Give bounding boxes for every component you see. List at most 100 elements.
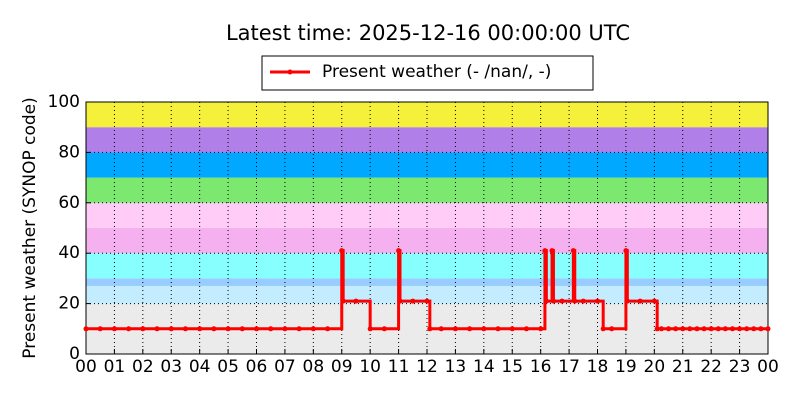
data-point	[765, 326, 771, 332]
y-tick-label: 0	[69, 344, 80, 364]
data-point	[543, 298, 549, 304]
x-tick-label: 16	[530, 357, 552, 377]
x-tick-label: 07	[274, 357, 296, 377]
data-point	[570, 248, 576, 254]
data-point	[658, 326, 664, 332]
data-point	[268, 326, 274, 332]
data-point	[538, 326, 544, 332]
x-tick-label: 09	[331, 357, 353, 377]
data-point	[140, 326, 146, 332]
data-point	[126, 326, 132, 332]
data-point	[353, 298, 359, 304]
x-tick-label: 15	[501, 357, 523, 377]
background-band	[86, 152, 768, 178]
data-point	[396, 248, 402, 254]
data-point	[154, 326, 160, 332]
data-point	[397, 298, 403, 304]
x-tick-label: 17	[558, 357, 580, 377]
data-point	[254, 326, 259, 332]
data-point	[381, 326, 387, 332]
x-tick-label: 11	[388, 357, 410, 377]
data-point	[666, 326, 672, 332]
legend-label: Present weather (- /nan/, -)	[322, 62, 551, 82]
data-point	[673, 326, 679, 332]
data-point	[701, 326, 707, 332]
data-point	[410, 298, 416, 304]
data-point	[722, 326, 728, 332]
data-point	[651, 298, 657, 304]
y-tick-label: 40	[58, 243, 80, 263]
x-tick-label: 00	[757, 357, 779, 377]
data-point	[424, 298, 430, 304]
x-tick-label: 22	[700, 357, 722, 377]
x-tick-label: 13	[445, 357, 467, 377]
data-point	[751, 326, 757, 332]
data-point	[367, 326, 373, 332]
data-point	[708, 326, 714, 332]
data-point	[559, 298, 565, 304]
data-point	[168, 326, 174, 332]
data-point	[758, 326, 764, 332]
x-tick-label: 04	[189, 357, 211, 377]
data-point	[111, 326, 117, 332]
data-point	[737, 326, 743, 332]
data-point	[729, 326, 735, 332]
x-tick-label: 08	[303, 357, 325, 377]
data-point	[600, 326, 606, 332]
data-point	[654, 326, 660, 332]
x-tick-label: 14	[473, 357, 495, 377]
x-tick-label: 18	[587, 357, 609, 377]
x-tick-label: 01	[104, 357, 126, 377]
data-point	[694, 326, 700, 332]
data-point	[549, 248, 555, 254]
y-axis-label: Present weather (SYNOP code)	[20, 97, 40, 358]
data-point	[609, 326, 615, 332]
data-point	[438, 326, 444, 332]
y-tick-label: 60	[58, 193, 80, 213]
data-point	[542, 248, 548, 254]
data-point	[182, 326, 188, 332]
data-point	[624, 298, 630, 304]
background-band	[86, 228, 768, 254]
data-point	[680, 326, 686, 332]
data-point	[239, 326, 245, 332]
data-point	[197, 326, 203, 332]
data-point	[687, 326, 693, 332]
data-point	[452, 326, 458, 332]
data-point	[467, 326, 473, 332]
y-tick-label: 80	[58, 142, 80, 162]
x-tick-label: 10	[359, 357, 381, 377]
data-point	[325, 326, 331, 332]
data-point	[310, 326, 316, 332]
data-point	[282, 326, 288, 332]
legend	[261, 55, 594, 91]
data-point	[340, 298, 346, 304]
data-point	[339, 248, 345, 254]
x-tick-label: 20	[644, 357, 666, 377]
data-point	[595, 298, 600, 304]
data-point	[623, 248, 629, 254]
data-point	[83, 326, 89, 332]
x-tick-label: 05	[217, 357, 239, 377]
data-point	[296, 326, 302, 332]
chart-title: Latest time: 2025-12-16 00:00:00 UTC	[226, 21, 630, 45]
x-tick-label: 02	[132, 357, 154, 377]
data-point	[715, 326, 721, 332]
data-point	[572, 298, 578, 304]
background-band	[86, 127, 768, 153]
data-point	[550, 298, 556, 304]
plot-frame	[85, 101, 769, 355]
data-point	[744, 326, 750, 332]
x-tick-label: 03	[160, 357, 182, 377]
x-tick-label: 21	[672, 357, 694, 377]
data-point	[427, 326, 433, 332]
x-tick-label: 00	[75, 357, 97, 377]
data-point	[97, 326, 103, 332]
data-point	[481, 326, 487, 332]
data-point	[495, 326, 501, 332]
x-tick-label: 23	[729, 357, 751, 377]
data-point	[509, 326, 515, 332]
x-tick-label: 12	[416, 357, 438, 377]
y-tick-label: 20	[58, 294, 80, 314]
